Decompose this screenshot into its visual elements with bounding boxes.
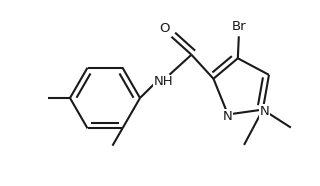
Text: Br: Br	[231, 20, 246, 33]
Text: N: N	[223, 110, 233, 123]
Text: NH: NH	[154, 75, 173, 88]
Text: N: N	[260, 105, 270, 118]
Text: O: O	[159, 22, 170, 35]
